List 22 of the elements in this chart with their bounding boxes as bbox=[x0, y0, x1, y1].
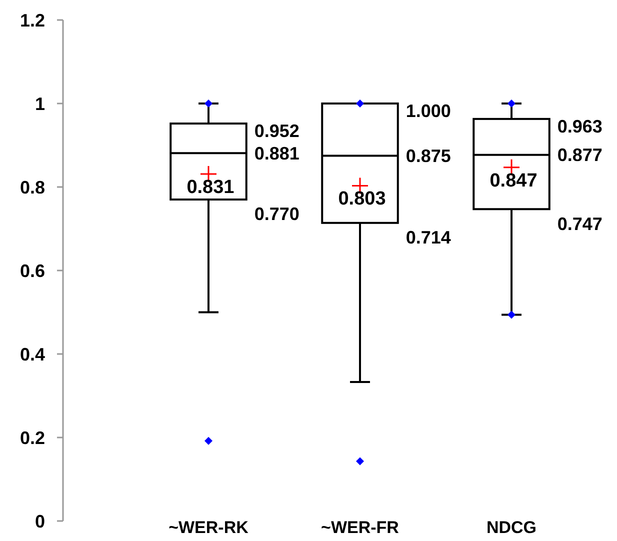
x-tick-label: ~WER-RK bbox=[168, 518, 250, 537]
annotation: 0.875 bbox=[406, 146, 451, 166]
annotation: 0.803 bbox=[338, 188, 386, 210]
annotation: 0.963 bbox=[557, 116, 602, 136]
annotation: 0.847 bbox=[490, 170, 538, 192]
annotation: 0.831 bbox=[186, 177, 235, 198]
annotation: 0.747 bbox=[557, 214, 602, 234]
y-tick-label: 1 bbox=[34, 94, 45, 114]
y-tick-label: 0.8 bbox=[20, 177, 45, 198]
y-tick-label: 0.6 bbox=[20, 260, 45, 281]
y-tick-label: 1.2 bbox=[20, 10, 45, 30]
annotation: 0.714 bbox=[406, 228, 451, 248]
y-tick-label: 0.2 bbox=[20, 428, 45, 448]
x-tick-label: NDCG bbox=[486, 518, 537, 537]
y-tick-label: 0.4 bbox=[20, 344, 45, 364]
y-tick-label: 0 bbox=[34, 511, 45, 532]
annotation: 0.877 bbox=[557, 145, 602, 166]
annotation: 0.881 bbox=[254, 143, 300, 164]
annotation: 0.952 bbox=[254, 121, 300, 142]
x-tick-label: ~WER-FR bbox=[321, 518, 399, 537]
annotation: 0.770 bbox=[254, 204, 300, 224]
annotation: 1.000 bbox=[406, 101, 451, 121]
